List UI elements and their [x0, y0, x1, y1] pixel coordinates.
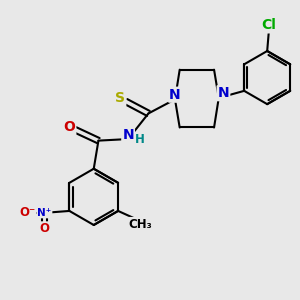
Text: O: O	[63, 120, 75, 134]
Text: Cl: Cl	[261, 18, 276, 32]
Text: H: H	[135, 133, 145, 146]
Text: N⁺: N⁺	[37, 208, 52, 218]
Text: CH₃: CH₃	[128, 218, 152, 231]
Text: O: O	[39, 222, 50, 235]
Text: O⁻: O⁻	[19, 206, 35, 219]
Text: N: N	[218, 86, 229, 100]
Text: N: N	[122, 128, 134, 142]
Text: S: S	[115, 92, 125, 105]
Text: N: N	[169, 88, 181, 102]
